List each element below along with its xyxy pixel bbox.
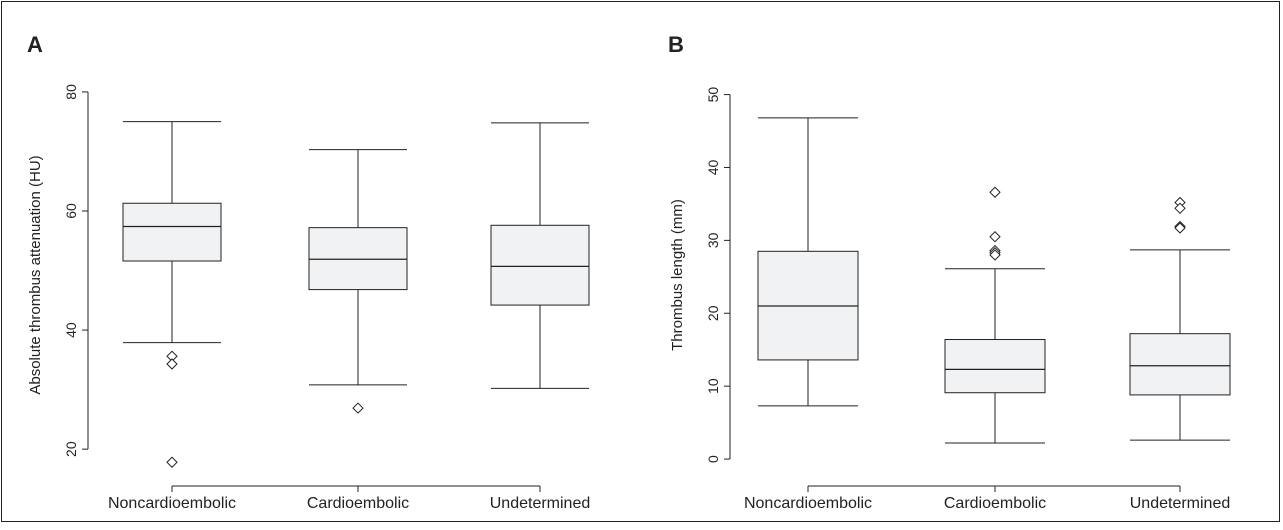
y-tick-label: 10 bbox=[705, 378, 721, 394]
outlier-point bbox=[1174, 222, 1186, 234]
box-noncardioembolic: Noncardioembolic bbox=[108, 121, 236, 512]
category-label: Undetermined bbox=[490, 495, 591, 512]
y-tick-label: 50 bbox=[705, 87, 721, 103]
panel-letter: A bbox=[27, 32, 43, 57]
y-tick-label: 20 bbox=[63, 441, 79, 457]
outlier-point bbox=[989, 186, 1001, 198]
y-tick-label: 30 bbox=[705, 232, 721, 248]
outlier-point bbox=[352, 402, 364, 414]
y-tick-label: 80 bbox=[63, 84, 79, 100]
box-undetermined: Undetermined bbox=[1129, 196, 1231, 512]
outlier-point bbox=[166, 358, 178, 370]
y-tick-label: 40 bbox=[705, 159, 721, 175]
outlier-point bbox=[989, 231, 1001, 243]
iqr-box bbox=[122, 202, 222, 262]
panel-b: B 0 10 20 30 40 50 Thrombus length (mm) Noncardi… bbox=[668, 32, 1231, 512]
iqr-box bbox=[944, 339, 1046, 394]
box-noncardioembolic: Noncardioembolic bbox=[744, 117, 872, 512]
box-undetermined: Undetermined bbox=[490, 122, 591, 512]
outlier-point bbox=[1174, 202, 1186, 215]
panel-letter: B bbox=[668, 32, 684, 57]
category-label: Noncardioembolic bbox=[108, 495, 236, 512]
category-label: Cardioembolic bbox=[307, 495, 409, 512]
box-cardioembolic: Cardioembolic bbox=[307, 149, 409, 512]
outlier-point bbox=[989, 249, 1001, 261]
y-axis-label: Thrombus length (mm) bbox=[669, 199, 686, 351]
panel-a: A 20 40 60 80 Absolute thrombus attenuation (… bbox=[27, 32, 590, 512]
box-cardioembolic: Cardioembolic bbox=[944, 186, 1046, 512]
y-tick-label: 60 bbox=[63, 203, 79, 219]
y-tick-label: 20 bbox=[705, 305, 721, 321]
category-label: Noncardioembolic bbox=[744, 495, 872, 512]
iqr-box bbox=[490, 224, 590, 306]
outlier-point bbox=[166, 456, 178, 468]
category-label: Undetermined bbox=[1130, 495, 1231, 512]
y-tick-label: 0 bbox=[705, 455, 721, 463]
category-label: Cardioembolic bbox=[944, 495, 1046, 512]
y-axis-label: Absolute thrombus attenuation (HU) bbox=[27, 155, 44, 394]
y-tick-label: 40 bbox=[63, 322, 79, 338]
iqr-box bbox=[1129, 333, 1231, 396]
